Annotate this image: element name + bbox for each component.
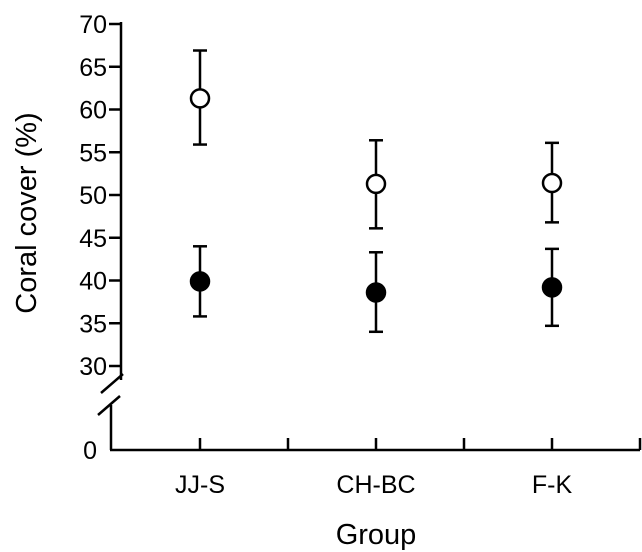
y-tick-label-45: 45 xyxy=(79,225,107,253)
point-F-K xyxy=(541,277,563,298)
series-1 xyxy=(189,49,563,230)
y-axis-break-mark-lower xyxy=(97,395,121,416)
x-tick-label-CH-BC: CH-BC xyxy=(336,471,415,499)
series-2 xyxy=(189,245,563,334)
point-JJ-S xyxy=(189,271,211,292)
y-tick-label-65: 65 xyxy=(79,54,107,82)
y-ticks: 0 30 35 40 45 50 55 60 65 70 xyxy=(79,11,121,465)
y-tick-label-0: 0 xyxy=(83,437,97,465)
y-axis-title: Coral cover (%) xyxy=(11,112,43,313)
y-tick-label-40: 40 xyxy=(79,268,107,296)
series-marks xyxy=(189,49,563,334)
y-axis-break-mark-upper xyxy=(100,373,124,394)
point-JJ-S xyxy=(189,88,211,109)
point-CH-BC xyxy=(365,173,387,195)
point-CH-BC xyxy=(365,282,387,303)
axes xyxy=(97,22,640,452)
y-tick-label-60: 60 xyxy=(79,97,107,125)
y-tick-label-70: 70 xyxy=(79,11,107,39)
y-tick-label-50: 50 xyxy=(79,182,107,210)
y-tick-label-35: 35 xyxy=(79,310,107,338)
y-tick-label-55: 55 xyxy=(79,139,107,167)
x-tick-label-JJ-S: JJ-S xyxy=(175,471,225,499)
x-tick-label-F-K: F-K xyxy=(532,471,573,499)
point-F-K xyxy=(541,172,563,194)
x-axis-title: Group xyxy=(336,519,417,551)
y-tick-label-30: 30 xyxy=(79,353,107,381)
x-ticks: JJ-S CH-BC F-K xyxy=(175,438,642,499)
